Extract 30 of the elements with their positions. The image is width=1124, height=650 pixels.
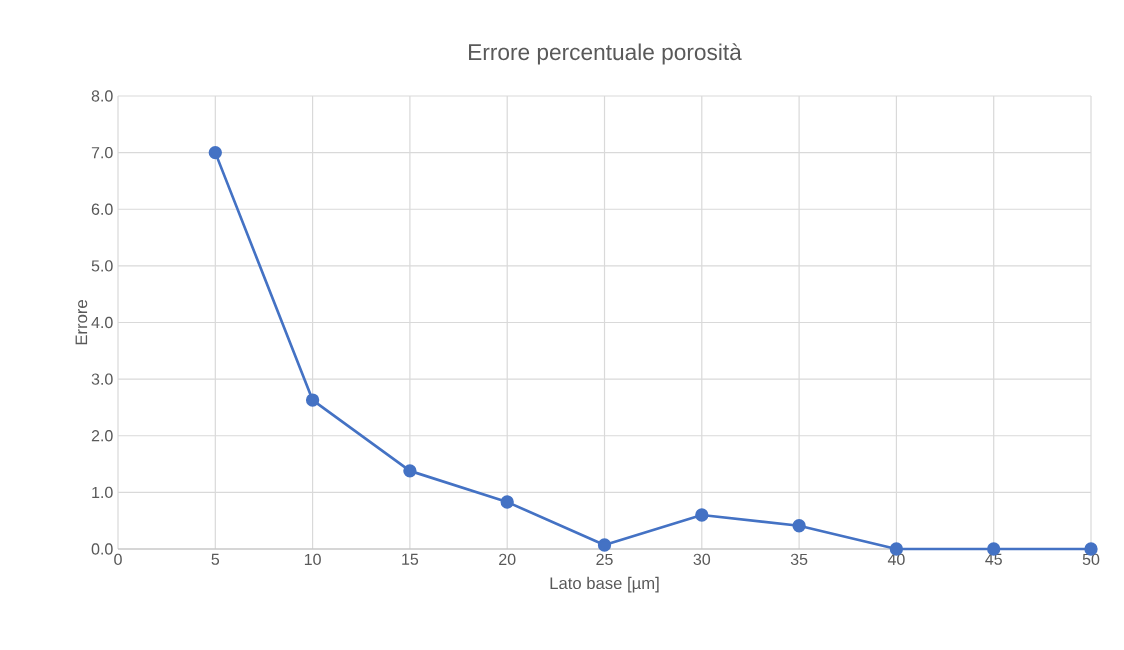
y-tick-label: 4.0 (91, 316, 113, 329)
y-tick-label: 6.0 (91, 203, 113, 215)
point (208, 145, 222, 160)
x-tick-label: 15 (402, 553, 419, 565)
x-tick-label: 30 (693, 553, 711, 566)
point (597, 538, 612, 552)
x-tick-label: 5 (211, 553, 220, 565)
x-tick-label: 0 (114, 553, 122, 566)
x-axis-title: Lato base [µm] (550, 576, 659, 593)
y-axis-title: Errore (75, 300, 88, 345)
x-tick-label: 35 (790, 553, 808, 566)
x-tick-label: 50 (1082, 553, 1100, 566)
x-tick-label: 40 (887, 553, 905, 566)
y-tick-label: 7.0 (91, 146, 113, 159)
y-tick-label: 3.0 (91, 373, 113, 385)
chart-title: Errore percentuale porosità (469, 43, 742, 65)
y-tick-label: 0.0 (91, 543, 113, 555)
x-tick-label: 10 (304, 553, 321, 566)
x-tick-label: 20 (499, 553, 516, 566)
point (792, 519, 806, 533)
point (305, 393, 320, 407)
y-tick-label: 2.0 (91, 430, 113, 442)
x-tick-label: 25 (596, 553, 613, 566)
x-tick-label: 45 (985, 553, 1002, 565)
point (403, 464, 417, 478)
y-tick-label: 8.0 (91, 90, 113, 102)
y-tick-label: 1.0 (92, 486, 113, 499)
y-tick-label: 5.0 (91, 260, 113, 272)
point (500, 495, 514, 509)
point (695, 508, 709, 522)
